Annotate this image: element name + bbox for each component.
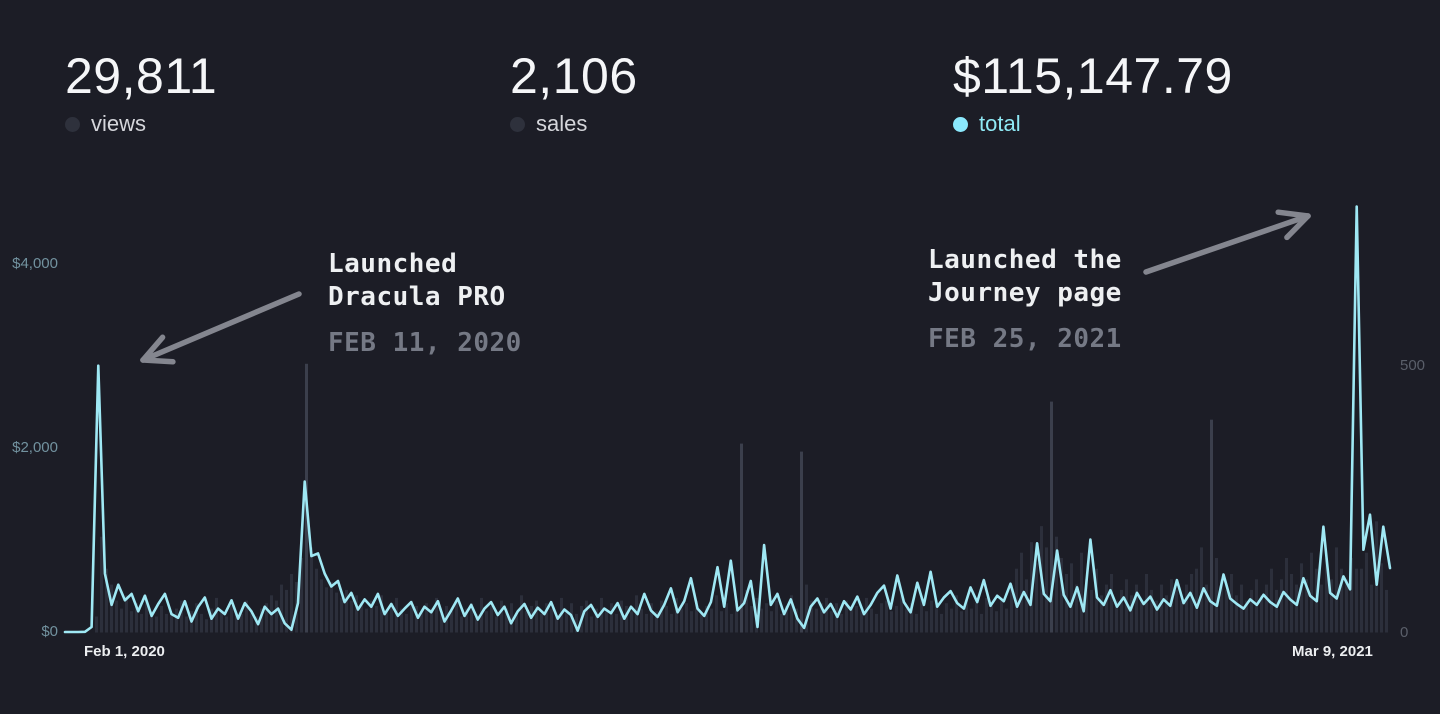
- sales-legend-dot-icon: [510, 116, 525, 132]
- annotation-date: FEB 25, 2021: [928, 324, 1122, 354]
- stat-sales[interactable]: 2,106 sales: [510, 48, 638, 135]
- total-amount: $115,147.79: [953, 48, 1233, 104]
- y-right-tick-500: 500: [1400, 357, 1426, 374]
- total-legend-dot-icon: [953, 116, 968, 132]
- annotation-journey-page: Launched the Journey page FEB 25, 2021: [928, 244, 1122, 356]
- y-right-tick-0: 0: [1400, 624, 1409, 641]
- sales-label: sales: [536, 111, 588, 136]
- total-label: total: [979, 111, 1021, 136]
- annotation-line: Journey page: [928, 278, 1122, 308]
- annotation-date: FEB 11, 2020: [328, 328, 522, 358]
- stat-total[interactable]: $115,147.79 total: [953, 48, 1233, 135]
- annotation-dracula-pro: Launched Dracula PRO FEB 11, 2020: [328, 248, 522, 360]
- views-bars: [95, 363, 1388, 633]
- y-left-tick-2000: $2,000: [12, 439, 58, 456]
- sales-count: 2,106: [510, 48, 638, 104]
- annotation-line: Launched: [328, 249, 458, 279]
- y-left-tick-0: $0: [41, 623, 58, 640]
- arrow-to-dracula-pro-spike: [140, 291, 302, 365]
- annotation-line: Dracula PRO: [328, 282, 506, 312]
- stat-views[interactable]: 29,811 views: [65, 48, 217, 135]
- total-revenue-line: [63, 205, 1392, 634]
- views-count: 29,811: [65, 48, 218, 104]
- arrow-to-journey-spike: [1143, 209, 1311, 275]
- views-legend-dot-icon: [65, 116, 80, 132]
- y-left-tick-4000: $4,000: [12, 255, 58, 272]
- x-start-label: Feb 1, 2020: [84, 643, 165, 660]
- views-label: views: [91, 111, 147, 136]
- x-end-label: Mar 9, 2021: [1292, 643, 1373, 660]
- annotation-line: Launched the: [928, 245, 1122, 275]
